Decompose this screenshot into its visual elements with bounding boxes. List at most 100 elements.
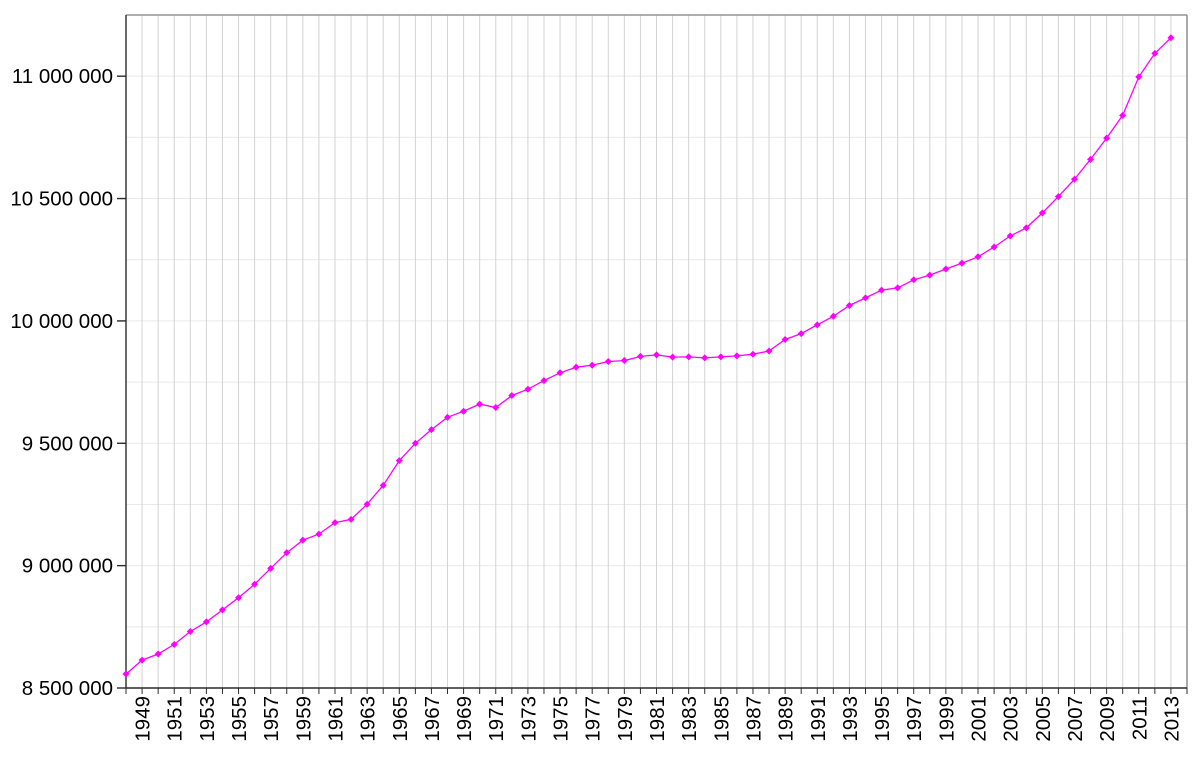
population-series-line bbox=[125, 37, 1172, 675]
data-point bbox=[878, 286, 886, 294]
data-point bbox=[1103, 134, 1111, 142]
data-point bbox=[749, 350, 757, 358]
data-point bbox=[974, 253, 982, 261]
x-tick-label: 2013 bbox=[1160, 696, 1183, 742]
data-point bbox=[395, 457, 403, 465]
data-point bbox=[669, 353, 677, 361]
data-point bbox=[797, 330, 805, 338]
x-tick-label: 1985 bbox=[710, 696, 733, 742]
data-point bbox=[765, 347, 773, 355]
data-point bbox=[267, 564, 275, 572]
data-point bbox=[942, 265, 950, 273]
x-tick-label: 1961 bbox=[324, 696, 347, 742]
x-tick-label: 1991 bbox=[807, 696, 830, 742]
data-point bbox=[861, 294, 869, 302]
y-tick-label: 9 500 000 bbox=[22, 432, 113, 455]
data-point bbox=[508, 392, 516, 400]
data-point bbox=[717, 353, 725, 361]
x-tick-label: 1963 bbox=[357, 696, 380, 742]
data-point bbox=[845, 301, 853, 309]
data-point bbox=[685, 353, 693, 361]
data-point bbox=[636, 352, 644, 360]
data-point bbox=[315, 530, 323, 538]
data-point bbox=[540, 377, 548, 385]
data-point bbox=[701, 354, 709, 362]
data-point bbox=[138, 656, 146, 664]
x-tick-label: 1977 bbox=[582, 696, 605, 742]
x-tick-label: 2011 bbox=[1128, 696, 1151, 740]
y-tick-label: 10 500 000 bbox=[10, 188, 113, 211]
data-point bbox=[1151, 49, 1159, 57]
data-point bbox=[235, 594, 243, 602]
data-point bbox=[122, 670, 130, 678]
data-point bbox=[492, 404, 500, 412]
data-point bbox=[331, 519, 339, 527]
x-tick-label: 1981 bbox=[646, 696, 669, 742]
data-point bbox=[910, 276, 918, 284]
x-tick-label: 2007 bbox=[1064, 696, 1087, 742]
data-point bbox=[1167, 34, 1175, 42]
x-tick-label: 1955 bbox=[228, 696, 251, 742]
x-tick-label: 2005 bbox=[1032, 696, 1055, 742]
x-tick-label: 2003 bbox=[1000, 696, 1023, 742]
data-point bbox=[926, 271, 934, 279]
data-point bbox=[347, 515, 355, 523]
x-tick-label: 1965 bbox=[389, 696, 412, 742]
x-tick-label: 1969 bbox=[453, 696, 476, 742]
data-point bbox=[170, 640, 178, 648]
x-tick-label: 1995 bbox=[871, 696, 894, 742]
x-tick-label: 1987 bbox=[742, 696, 765, 742]
x-tick-label: 1999 bbox=[935, 696, 958, 742]
data-point bbox=[427, 426, 435, 434]
data-point bbox=[411, 439, 419, 447]
data-point bbox=[1006, 232, 1014, 240]
data-point bbox=[444, 413, 452, 421]
y-tick-label: 8 500 000 bbox=[22, 677, 113, 700]
data-point bbox=[588, 361, 596, 369]
data-point bbox=[958, 259, 966, 267]
x-tick-label: 1993 bbox=[839, 696, 862, 742]
data-point bbox=[1087, 155, 1095, 163]
x-tick-label: 1957 bbox=[260, 696, 283, 742]
x-tick-label: 1973 bbox=[517, 696, 540, 742]
x-tick-label: 2001 bbox=[968, 696, 991, 742]
data-point bbox=[186, 627, 194, 635]
data-point bbox=[299, 536, 307, 544]
data-point bbox=[604, 358, 612, 366]
data-point bbox=[476, 400, 484, 408]
data-point bbox=[1070, 175, 1078, 183]
x-tick-label: 1967 bbox=[421, 696, 444, 742]
x-tick-label: 1953 bbox=[196, 696, 219, 742]
data-point bbox=[556, 369, 564, 377]
data-point bbox=[653, 351, 660, 359]
x-tick-label: 1949 bbox=[132, 696, 155, 742]
x-tick-label: 1989 bbox=[775, 696, 798, 742]
data-point bbox=[894, 284, 902, 292]
data-point bbox=[460, 407, 468, 415]
data-point bbox=[218, 606, 226, 614]
x-tick-label: 1983 bbox=[678, 696, 701, 742]
data-point bbox=[1022, 224, 1030, 232]
data-point bbox=[379, 481, 387, 489]
data-point bbox=[202, 618, 210, 626]
data-point bbox=[524, 385, 532, 393]
data-point bbox=[363, 500, 371, 508]
data-point bbox=[154, 650, 162, 658]
y-tick-label: 10 000 000 bbox=[10, 310, 113, 333]
x-tick-label: 1975 bbox=[550, 696, 573, 742]
data-point bbox=[572, 363, 580, 371]
data-point bbox=[990, 243, 998, 251]
y-tick-label: 9 000 000 bbox=[22, 555, 113, 578]
data-point bbox=[829, 312, 837, 320]
x-tick-label: 1997 bbox=[903, 696, 926, 742]
data-point bbox=[1119, 111, 1127, 119]
data-point bbox=[283, 549, 291, 557]
y-tick-label: 11 000 000 bbox=[12, 65, 113, 88]
data-point bbox=[1054, 193, 1062, 201]
x-tick-label: 1979 bbox=[614, 696, 637, 742]
data-point bbox=[1135, 73, 1143, 81]
data-point bbox=[1038, 209, 1046, 217]
data-point bbox=[251, 580, 259, 588]
